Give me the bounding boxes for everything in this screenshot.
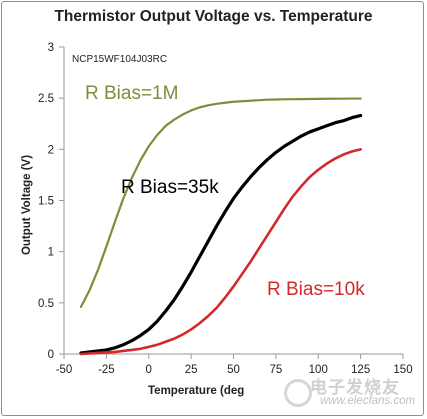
series-label-2: R Bias=35k [121,177,219,198]
series-line-2 [79,113,363,355]
y-tick-label: 2 [48,144,54,156]
watermark-url: www.elecfans.com [320,395,416,407]
series-label-1: R Bias=1M [85,83,178,104]
x-tick-label: 25 [185,364,198,376]
y-tick-label: 0 [48,349,54,361]
chart-subtitle: NCP15WF104J03RC [72,54,167,65]
x-tick-label: 75 [269,364,282,376]
series-line-1 [79,97,362,309]
watermark-logo-icon [284,379,312,407]
y-tick-label: 1.5 [38,196,54,208]
y-tick-label: 1 [48,247,54,259]
x-tick-label: 100 [309,364,328,376]
x-tick-label: 50 [227,364,240,376]
x-tick-label: 125 [351,364,370,376]
x-tick-label: -50 [56,364,73,376]
x-tick-label: 150 [393,364,412,376]
y-tick-label: 3 [48,42,54,54]
y-tick-label: 2.5 [38,93,54,105]
y-tick-label: 0.5 [38,298,54,310]
x-tick-label: -25 [98,364,115,376]
chart-title: Thermistor Output Voltage vs. Temperatur… [54,8,373,25]
series-label-3: R Bias=10k [267,279,365,300]
watermark: 电子发烧友 www.elecfans.com [282,371,422,415]
x-tick-label: 0 [146,364,152,376]
x-axis-label: Temperature (deg [148,385,245,397]
series-line-3 [79,148,362,356]
watermark-text: 电子发烧友 [310,378,400,397]
